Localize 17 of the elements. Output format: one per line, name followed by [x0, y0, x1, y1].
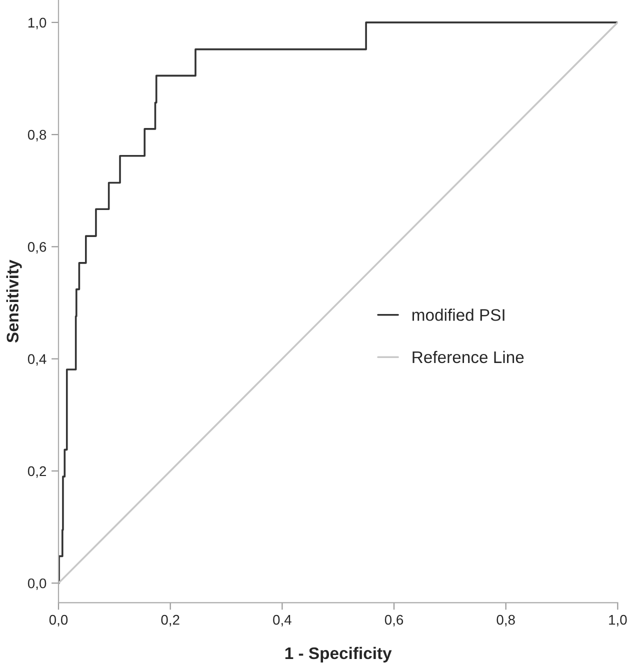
- y-tick-label: 0,0: [28, 578, 46, 590]
- x-tick-label: 0,6: [384, 614, 404, 626]
- legend-label: modified PSI: [412, 308, 504, 321]
- x-axis-title: 1 - Specificity: [285, 646, 392, 662]
- x-tick-label: 0,4: [273, 614, 292, 626]
- y-tick-label: 0,6: [28, 242, 46, 254]
- x-tick-label: 0,0: [49, 614, 68, 626]
- y-tick-label: 1,0: [28, 18, 46, 30]
- y-tick-label: 0,2: [28, 466, 46, 478]
- y-tick-label: 0,8: [28, 130, 46, 142]
- y-axis-title: Sensitivity: [6, 260, 22, 343]
- x-tick-label: 0,2: [161, 614, 180, 626]
- line-series: [58, 22, 618, 584]
- y-tick-label: 0,4: [28, 354, 46, 366]
- x-tick-label: 0,8: [496, 614, 515, 626]
- legend-label: Reference Line: [412, 350, 524, 364]
- x-tick-label: 1,0: [609, 614, 627, 626]
